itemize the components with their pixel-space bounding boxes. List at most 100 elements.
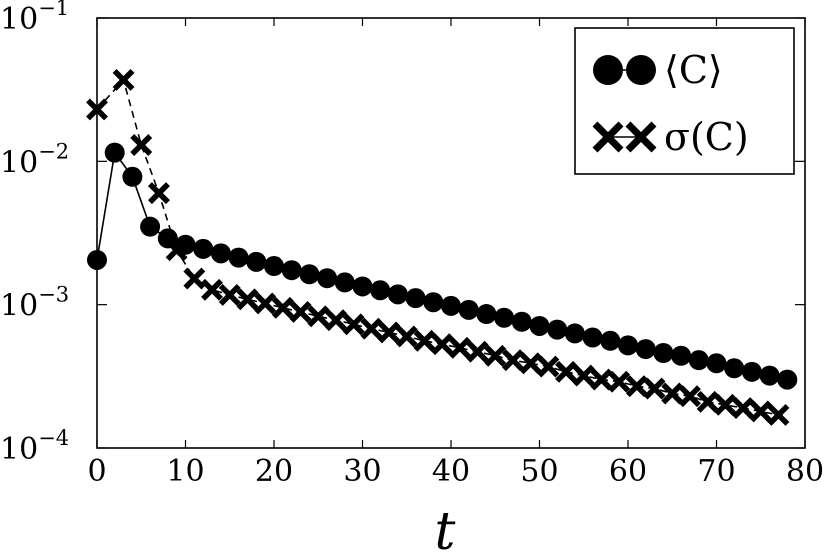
data-point-x [201, 278, 223, 301]
data-point-circle [370, 280, 391, 301]
data-point-x [732, 397, 754, 419]
legend-item-1: ⟨C⟩ [593, 48, 723, 92]
data-point-x [413, 329, 436, 352]
data-point-x [537, 355, 560, 378]
data-point-x [484, 344, 507, 367]
data-point-circle [264, 256, 284, 277]
y-axis-ticks: 10−410−310−210−1 [0, 0, 805, 467]
y-tick-label: 10−1 [0, 0, 69, 37]
data-point-circle [529, 315, 550, 336]
data-point-circle [777, 369, 798, 390]
data-point-x [218, 283, 241, 306]
x-tick-label: 0 [87, 454, 106, 489]
data-point-x [112, 68, 135, 91]
data-point-circle [547, 319, 568, 340]
y-tick-exponent: −3 [38, 283, 69, 307]
y-tick-label: 10−4 [0, 426, 69, 467]
y-tick-exponent: −2 [38, 139, 69, 163]
data-point-circle [635, 339, 656, 360]
data-point-x [325, 309, 347, 332]
x-tick-label: 20 [255, 454, 293, 489]
x-tick-label: 80 [786, 454, 824, 489]
data-point-circle [317, 268, 338, 289]
data-point-circle [193, 238, 214, 259]
y-tick-base: 10 [0, 289, 38, 324]
legend-marker [592, 121, 624, 153]
data-point-circle [352, 276, 373, 297]
data-point-x [254, 292, 277, 315]
data-point-x [448, 336, 471, 359]
data-point-x [696, 390, 719, 413]
data-point-x [625, 375, 648, 398]
legend-box [574, 27, 795, 175]
data-point-x [307, 305, 330, 328]
data-point-x [608, 370, 631, 393]
legend-marker [625, 121, 657, 153]
y-tick-exponent: −1 [38, 0, 69, 20]
y-tick-base: 10 [0, 2, 38, 37]
data-point-circle [458, 299, 479, 320]
data-point-x [360, 317, 383, 340]
y-tick-base: 10 [0, 432, 38, 467]
data-point-circle [564, 323, 585, 344]
data-point-x [572, 364, 595, 387]
x-tick-label: 10 [166, 454, 204, 489]
data-point-x [236, 288, 259, 311]
legend-label: ⟨C⟩ [664, 48, 723, 92]
data-point-circle [405, 288, 426, 309]
data-point-x [289, 300, 312, 323]
data-point-x [183, 267, 206, 290]
data-point-circle [671, 345, 692, 366]
data-point-x [502, 349, 524, 372]
legend-marker [626, 55, 656, 85]
x-tick-label: 60 [609, 454, 647, 489]
x-tick-label: 50 [520, 454, 558, 489]
data-point-circle [582, 327, 603, 348]
legend: ⟨C⟩ σ(C) [574, 27, 795, 175]
data-point-circle [104, 142, 125, 163]
data-point-circle [706, 353, 727, 374]
data-point-circle [228, 247, 249, 268]
legend-item-2: σ(C) [592, 115, 749, 159]
data-point-circle [653, 343, 674, 364]
data-point-circle [334, 272, 355, 293]
data-point-x [395, 325, 418, 348]
data-point-circle [122, 166, 143, 187]
data-point-circle [759, 365, 780, 386]
data-point-circle [494, 307, 515, 328]
x-axis-ticks: 0 10 20 30 40 50 60 70 80 [87, 18, 824, 489]
data-point-x [130, 134, 153, 156]
legend-marker [593, 55, 623, 85]
data-point-x [661, 382, 684, 405]
data-point-circle [441, 295, 461, 316]
data-point-circle [600, 330, 621, 351]
data-point-circle [281, 260, 302, 281]
data-point-x [679, 385, 701, 408]
series-1 [87, 142, 798, 390]
data-point-x [378, 321, 400, 344]
x-tick-label: 70 [697, 454, 735, 489]
data-point-x [767, 404, 790, 426]
data-point-x [342, 313, 365, 336]
x-axis-title: t [435, 502, 456, 553]
data-point-x [590, 368, 613, 391]
data-point-circle [140, 216, 161, 237]
data-point-circle [724, 358, 745, 379]
data-point-circle [688, 350, 709, 371]
x-tick-label: 40 [432, 454, 470, 489]
data-point-circle [246, 251, 267, 272]
data-point-x [271, 296, 294, 319]
plot-area-frame [96, 17, 806, 449]
legend-label: σ(C) [664, 115, 749, 159]
data-point-circle [511, 311, 532, 332]
data-point-x [643, 377, 666, 400]
data-point-x [519, 352, 542, 375]
data-point-circle [299, 264, 320, 285]
y-tick-exponent: −4 [38, 426, 69, 450]
data-point-circle [741, 361, 762, 382]
data-point-circle [423, 292, 444, 313]
y-tick-label: 10−2 [0, 139, 69, 180]
plot-series [86, 68, 798, 426]
data-point-circle [210, 243, 231, 264]
